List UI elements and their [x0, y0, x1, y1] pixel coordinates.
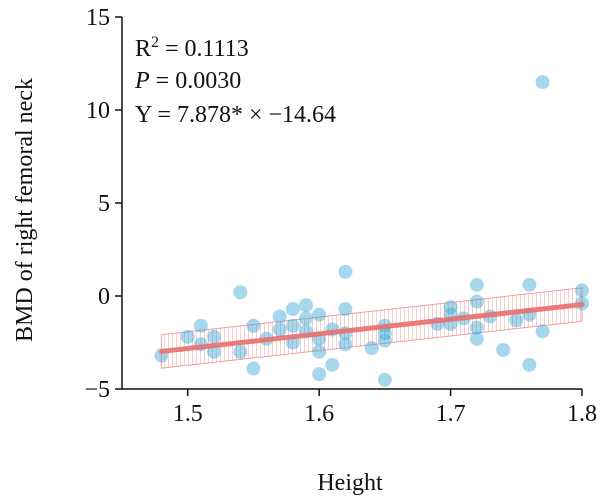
data-point — [338, 264, 353, 279]
data-point — [338, 302, 353, 317]
r-squared-annotation: R2 = 0.1113 — [135, 34, 249, 62]
data-point — [509, 313, 524, 328]
y-tick-label: −5 — [84, 377, 110, 403]
y-tick-label: 5 — [98, 191, 110, 217]
data-point — [575, 283, 589, 298]
data-point — [522, 277, 537, 292]
x-tick-label: 1.8 — [567, 401, 597, 427]
x-tick-label: 1.5 — [173, 401, 203, 427]
data-point — [364, 341, 379, 356]
data-point — [469, 294, 484, 309]
data-point — [469, 331, 484, 346]
data-point — [535, 324, 550, 339]
data-point — [272, 322, 287, 337]
p-value-annotation: P = 0.0030 — [134, 68, 241, 94]
data-point — [246, 361, 261, 376]
data-point — [469, 277, 484, 292]
data-point — [312, 367, 327, 382]
regression-line — [158, 302, 585, 354]
data-point — [377, 372, 392, 387]
data-point — [207, 329, 221, 344]
data-point — [233, 285, 248, 300]
data-point — [312, 344, 327, 359]
data-point — [469, 320, 484, 335]
data-point — [233, 344, 248, 359]
data-point — [285, 318, 300, 333]
data-point — [338, 337, 353, 352]
data-point — [535, 75, 550, 90]
data-point — [312, 307, 327, 322]
x-tick-label: 1.7 — [436, 401, 466, 427]
data-point — [193, 318, 208, 333]
data-point — [299, 298, 313, 313]
x-axis-title: Height — [317, 470, 383, 496]
data-point — [377, 326, 392, 341]
data-point — [285, 302, 300, 317]
data-point — [522, 357, 537, 372]
data-point — [443, 300, 458, 315]
x-tick-label: 1.6 — [304, 401, 334, 427]
data-point — [325, 357, 340, 372]
axes-layer: −5 0 5 10 15 1.5 1.6 1.7 1.8 — [84, 5, 597, 427]
fit-line-layer — [158, 302, 585, 354]
y-axis-title: BMD of right femoral neck — [12, 78, 38, 342]
data-point — [272, 309, 287, 324]
y-tick-label: 10 — [86, 98, 110, 124]
data-point — [246, 318, 261, 333]
y-tick-label: 15 — [86, 5, 110, 31]
data-point — [299, 311, 313, 326]
regression-equation: Y = 7.878* × −14.64 — [135, 102, 336, 128]
data-point — [180, 329, 195, 344]
y-tick-label: 0 — [98, 284, 110, 310]
data-point — [496, 342, 511, 357]
data-point — [377, 333, 392, 348]
